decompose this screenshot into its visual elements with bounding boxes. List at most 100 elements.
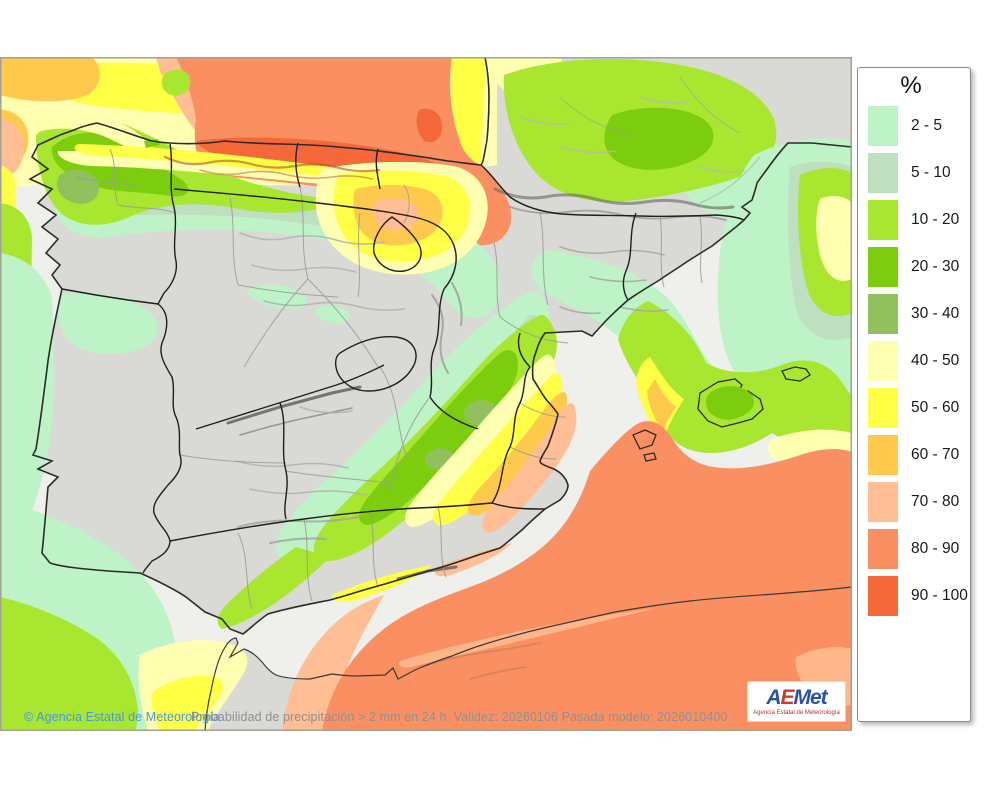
- coastlines: [28, 57, 852, 731]
- legend-color-swatch: [868, 294, 898, 334]
- legend-color-swatch: [868, 576, 898, 616]
- border-cantabrian-regions: [295, 142, 381, 190]
- precipitation-map: © Agencia Estatal de Meteorología Probab…: [0, 57, 852, 731]
- legend-row: 5 - 10: [868, 153, 970, 193]
- prob-field-2-5: [315, 305, 350, 324]
- cantabrian-ridge: [199, 169, 373, 180]
- legend-row: 60 - 70: [868, 435, 970, 475]
- legend-row: 40 - 50: [868, 341, 970, 381]
- island-ibiza: [632, 429, 657, 450]
- border-spain-france: [480, 164, 745, 221]
- province-borders: [75, 76, 761, 610]
- legend-row: 30 - 40: [868, 294, 970, 334]
- balearic-islands: [632, 366, 811, 462]
- coast-africa: [204, 586, 852, 731]
- border-madrid: [334, 336, 417, 392]
- legend-range-label: 10 - 20: [911, 211, 960, 228]
- border-portugal: [61, 288, 182, 574]
- prob-field-10-20: [618, 301, 852, 453]
- footer-copyright: © Agencia Estatal de Meteorología: [24, 710, 220, 724]
- legend-row: 50 - 60: [868, 388, 970, 428]
- prob-field-40-50: [28, 109, 156, 153]
- legend-panel: % 2 - 5 5 - 10 10 - 20 20 - 30 30 - 40 4…: [857, 67, 971, 722]
- prob-field-50-60: [451, 57, 486, 165]
- border-line: [659, 216, 703, 288]
- legend-color-swatch: [868, 106, 898, 146]
- border-sistema-central: [195, 364, 385, 430]
- prob-field-10-20: [217, 547, 330, 629]
- prob-field-20-30: [359, 350, 518, 525]
- legend-row: 70 - 80: [868, 482, 970, 522]
- aemet-logo-brand: AEMet: [766, 686, 828, 709]
- duero-relief: [239, 232, 405, 311]
- legend-rows: 2 - 5 5 - 10 10 - 20 20 - 30 30 - 40 40 …: [868, 106, 970, 616]
- prob-field-70-80: [482, 403, 577, 533]
- prob-field-10-20: [0, 597, 138, 731]
- legend-color-swatch: [868, 482, 898, 522]
- legend-range-label: 80 - 90: [911, 540, 960, 557]
- tajo-relief: [235, 406, 367, 496]
- probability-fields: [0, 57, 852, 731]
- logo-letter-e: E: [780, 686, 794, 709]
- island-formentera: [643, 452, 657, 462]
- logo-letter-a: A: [766, 686, 781, 709]
- legend-color-swatch: [868, 341, 898, 381]
- prob-field-70-80: [0, 119, 24, 179]
- legend-range-label: 90 - 100: [911, 587, 968, 604]
- legend-range-label: 50 - 60: [911, 399, 960, 416]
- legend-range-label: 60 - 70: [911, 446, 960, 463]
- legend-range-label: 5 - 10: [911, 164, 951, 181]
- border-line: [75, 148, 177, 214]
- legend-color-swatch: [868, 388, 898, 428]
- prob-field-40-50: [405, 354, 557, 527]
- legend-color-swatch: [868, 529, 898, 569]
- prob-field-10-20: [161, 69, 191, 96]
- prob-field-2-5: [0, 253, 55, 551]
- region-borders: [61, 142, 745, 574]
- prob-field-60-70: [647, 379, 676, 431]
- border-extremadura: [279, 402, 288, 520]
- border-line-france: [559, 76, 761, 204]
- border-aragon-west: [429, 240, 479, 430]
- border-andalucia-north: [169, 502, 493, 542]
- logo-letters-met: Met: [793, 686, 828, 709]
- mallorca-core: [706, 386, 754, 420]
- prob-field-20-30: [604, 107, 714, 170]
- border-line: [237, 506, 447, 610]
- legend-row: 10 - 20: [868, 200, 970, 240]
- prob-field-70-80: [282, 595, 384, 731]
- legend-title: %: [900, 72, 922, 99]
- legend-range-label: 70 - 80: [911, 493, 960, 510]
- legend-color-swatch: [868, 153, 898, 193]
- legend-color-swatch: [868, 435, 898, 475]
- prob-field-40-50: [816, 196, 852, 281]
- map-canvas: [0, 57, 852, 731]
- terrain-relief: [163, 96, 745, 680]
- border-rioja: [373, 216, 422, 272]
- prob-field-50-60: [151, 675, 223, 731]
- border-line: [179, 184, 567, 464]
- legend-color-swatch: [868, 200, 898, 240]
- prob-field-70-80: [398, 608, 656, 668]
- prob-field-30-40: [56, 169, 99, 204]
- island-menorca: [781, 366, 811, 382]
- border-castilla-leon-north: [173, 188, 453, 242]
- border-galicia: [157, 143, 178, 305]
- map-frame: [0, 57, 852, 731]
- border-line: [493, 211, 569, 344]
- footer-description: Probabilidad de precipitación > 2 mm en …: [191, 710, 728, 724]
- border-line: [229, 186, 379, 368]
- prob-field-2-5: [275, 291, 549, 562]
- legend-range-label: 40 - 50: [911, 352, 960, 369]
- legend-row: 90 - 100: [868, 576, 970, 616]
- legend-color-swatch: [868, 247, 898, 287]
- sistema-central-ridge: [239, 407, 353, 436]
- iberian-system-relief: [431, 282, 463, 374]
- legend-range-label: 30 - 40: [911, 305, 960, 322]
- border-line: [285, 366, 431, 490]
- aemet-logo: AEMet Agencia Estatal de Meteorología: [747, 681, 846, 722]
- legend-row: 2 - 5: [868, 106, 970, 146]
- legend-range-label: 2 - 5: [911, 117, 943, 134]
- coast-iberia-france: [28, 57, 852, 635]
